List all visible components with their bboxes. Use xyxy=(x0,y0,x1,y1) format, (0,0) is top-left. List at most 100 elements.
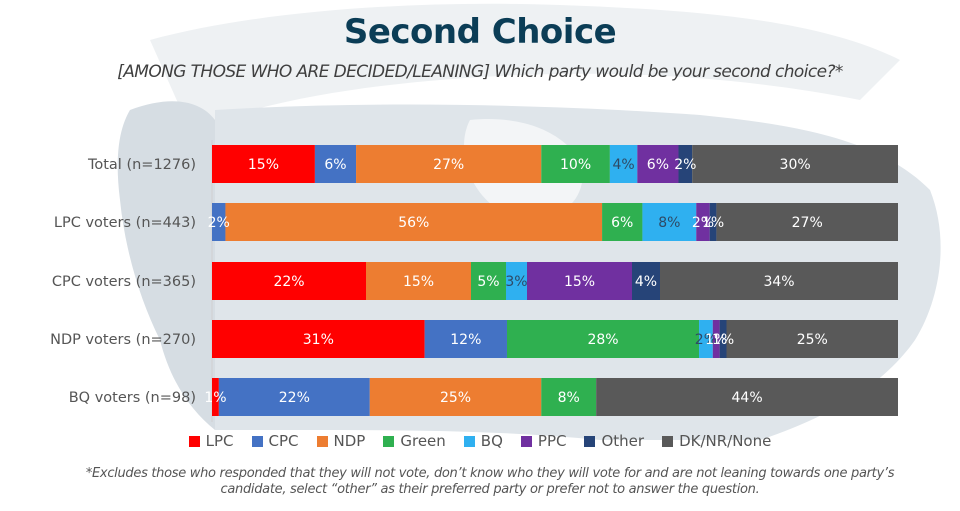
bar-segment-green xyxy=(506,320,700,358)
bar-segment-bq xyxy=(642,203,697,241)
category-label: BQ voters (n=98) xyxy=(69,390,196,406)
chart-title: Second Choice xyxy=(343,12,617,52)
bar-segment-dk-nr-none xyxy=(726,320,898,358)
legend-item: PPC xyxy=(520,432,567,450)
category-label: LPC voters (n=443) xyxy=(54,215,196,231)
bar-segment-cpc xyxy=(212,203,226,241)
legend-label: DK/NR/None xyxy=(679,432,772,450)
legend-item: BQ xyxy=(463,432,503,450)
data-label: 25% xyxy=(797,332,828,348)
bar-segment-ppc xyxy=(637,145,679,183)
data-label: 34% xyxy=(763,274,794,290)
bar-segment-lpc xyxy=(212,262,366,300)
legend-item: Other xyxy=(584,432,644,450)
legend-swatch xyxy=(662,435,674,447)
chart-legend: LPC CPC NDP Green BQ PPC Other DK/NR/None xyxy=(0,432,960,450)
bar-segment-cpc xyxy=(218,378,370,416)
data-label: 27% xyxy=(433,157,464,173)
data-label: 27% xyxy=(792,215,823,231)
bar-segment-other xyxy=(678,145,693,183)
bar-segment-bq xyxy=(699,320,713,358)
legend-label: PPC xyxy=(537,432,567,450)
bar-segment-ndp xyxy=(225,203,603,241)
data-label: 2% xyxy=(695,332,717,348)
legend-label: Green xyxy=(400,432,446,450)
legend-label: CPC xyxy=(268,432,299,450)
category-label: Total (n=1276) xyxy=(87,157,196,173)
legend-item: Green xyxy=(383,432,446,450)
data-label: 10% xyxy=(560,157,591,173)
data-label: 1% xyxy=(712,332,734,348)
bar-segment-green xyxy=(541,145,610,183)
bar-segment-ndp xyxy=(366,262,471,300)
data-label: 2% xyxy=(208,215,230,231)
category-labels: Total (n=1276) LPC voters (n=443) CPC vote… xyxy=(50,157,196,406)
data-label: 4% xyxy=(635,274,657,290)
bar-segment-green xyxy=(541,378,597,416)
bar-segment-bq xyxy=(609,145,638,183)
data-label: 8% xyxy=(558,390,580,406)
data-label: 15% xyxy=(403,274,434,290)
data-label: 1% xyxy=(204,390,226,406)
bar-segment-lpc xyxy=(212,378,219,416)
background-map-shape-north xyxy=(150,3,900,130)
bar-segment-green xyxy=(602,203,643,241)
data-label: 3% xyxy=(505,274,527,290)
data-label: 4% xyxy=(612,157,634,173)
bar-segment-dk-nr-none xyxy=(716,203,898,241)
legend-label: BQ xyxy=(480,432,503,450)
legend-label: LPC xyxy=(205,432,234,450)
data-label: 1% xyxy=(705,332,727,348)
legend-swatch xyxy=(520,435,532,447)
bar-segment-ppc xyxy=(527,262,632,300)
bar-segment-dk-nr-none xyxy=(660,262,898,300)
legend-item: NDP xyxy=(316,432,366,450)
legend-swatch xyxy=(383,435,395,447)
bar-segment-lpc xyxy=(212,145,315,183)
data-label: 56% xyxy=(398,215,429,231)
bar-segment-green xyxy=(471,262,506,300)
data-label: 6% xyxy=(647,157,669,173)
bar-segment-other xyxy=(709,203,717,241)
data-label: 15% xyxy=(248,157,279,173)
bars xyxy=(212,145,898,416)
footnote: *Excludes those who responded that they … xyxy=(85,466,895,497)
legend-item: DK/NR/None xyxy=(662,432,771,450)
bar-segment-dk-nr-none xyxy=(596,378,898,416)
background-map-shape-west-coast xyxy=(117,101,215,431)
bar-segment-ppc xyxy=(712,320,720,358)
data-label: 2% xyxy=(692,215,714,231)
bar-segment-lpc xyxy=(212,320,425,358)
data-label: 22% xyxy=(279,390,310,406)
segment-labels: 15% 6% 27% 10% 4% 6% 2% 30%2% 56% 6% 8% 2%1% 27%22% 1… xyxy=(204,157,827,406)
legend-swatch xyxy=(188,435,200,447)
category-label: NDP voters (n=270) xyxy=(50,332,196,348)
bar-segment-ppc xyxy=(696,203,710,241)
legend-label: NDP xyxy=(333,432,366,450)
category-label: CPC voters (n=365) xyxy=(52,274,196,290)
data-label: 8% xyxy=(658,215,680,231)
bar-segment-ndp xyxy=(356,145,542,183)
data-label: 1% xyxy=(702,215,724,231)
bar-segment-bq xyxy=(506,262,527,300)
bar-segment-other xyxy=(632,262,660,300)
legend-swatch xyxy=(251,435,263,447)
data-label: 25% xyxy=(440,390,471,406)
legend-item: CPC xyxy=(251,432,299,450)
legend-swatch xyxy=(584,435,596,447)
data-label: 2% xyxy=(674,157,696,173)
data-label: 15% xyxy=(564,274,595,290)
chart-subtitle: [AMONG THOSE WHO ARE DECIDED/LEANING] Wh… xyxy=(117,62,843,82)
data-label: 6% xyxy=(611,215,633,231)
bar-segment-cpc xyxy=(314,145,357,183)
data-label: 31% xyxy=(303,332,334,348)
data-label: 12% xyxy=(450,332,481,348)
legend-item: LPC xyxy=(188,432,234,450)
data-label: 30% xyxy=(780,157,811,173)
legend-swatch xyxy=(316,435,328,447)
bar-segment-dk-nr-none xyxy=(692,145,898,183)
bar-segment-ndp xyxy=(369,378,542,416)
bar-segment-other xyxy=(719,320,727,358)
bar-segment-cpc xyxy=(424,320,507,358)
